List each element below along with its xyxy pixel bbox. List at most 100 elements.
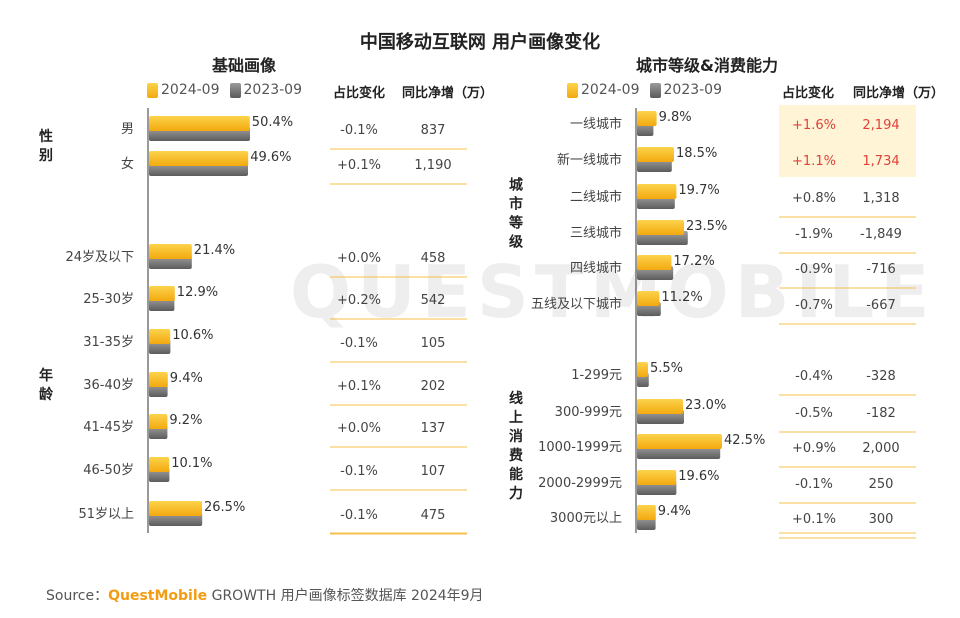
group-label-char: 上: [509, 410, 523, 426]
left-panel-title: 基础画像: [212, 56, 277, 75]
category-label: 1-299元: [571, 368, 622, 383]
share-change-cell: +0.2%: [337, 293, 381, 308]
legend-label-previous: 2023-09: [663, 82, 723, 98]
bar-current: [637, 184, 677, 199]
source-brand: QuestMobile: [108, 588, 208, 604]
bar-value-label: 5.5%: [650, 361, 683, 376]
bar-current: [149, 244, 192, 259]
category-label: 五线及以下城市: [531, 296, 622, 312]
net-growth-cell: -182: [866, 406, 896, 421]
net-growth-cell: 105: [421, 336, 446, 351]
net-growth-cell: -667: [866, 298, 896, 313]
bar-current: [149, 329, 171, 344]
category-label: 1000-1999元: [538, 440, 622, 455]
net-growth-cell: -328: [866, 369, 896, 384]
bar-current: [149, 457, 170, 472]
net-growth-cell: 300: [869, 512, 894, 527]
group-label-char: 力: [509, 485, 523, 502]
category-label: 2000-2999元: [538, 476, 622, 491]
net-growth-cell: 1,318: [862, 191, 899, 206]
net-growth-cell: 202: [421, 379, 446, 394]
bar-current: [637, 291, 660, 306]
bar-current: [637, 434, 722, 449]
right-header-net-growth: 同比净增（万）: [853, 86, 945, 101]
category-label: 36-40岁: [83, 378, 134, 393]
category-label: 51岁以上: [78, 507, 134, 522]
right-header-share-change: 占比变化: [782, 86, 835, 101]
share-change-cell: -0.7%: [795, 298, 833, 313]
bar-current: [149, 372, 168, 387]
bar-current: [637, 255, 672, 270]
bar-current: [149, 414, 168, 429]
group-label-char: 城: [509, 177, 523, 194]
group-label-char: 别: [38, 148, 53, 164]
category-label: 二线城市: [570, 189, 622, 205]
category-label: 女: [121, 156, 134, 172]
watermark: QUESTMOBILE: [290, 250, 936, 334]
bar-current: [637, 111, 657, 126]
right-panel-title: 城市等级&消费能力: [636, 56, 778, 75]
bar-value-label: 18.5%: [676, 146, 717, 161]
share-change-cell: -0.5%: [795, 406, 833, 421]
legend-label-current: 2024-09: [161, 82, 220, 98]
share-change-cell: +0.1%: [337, 379, 381, 394]
source-prefix: Source：: [46, 588, 109, 604]
share-change-cell: -0.1%: [340, 336, 378, 351]
group-label-char: 年: [39, 367, 53, 384]
category-label: 一线城市: [570, 116, 622, 132]
bar-value-label: 11.2%: [661, 290, 702, 305]
category-label: 25-30岁: [83, 292, 134, 307]
legend-swatch-previous: [229, 82, 241, 98]
legend-swatch-current: [147, 82, 158, 98]
bar-value-label: 9.4%: [170, 371, 203, 386]
category-label: 三线城市: [570, 225, 622, 241]
share-change-cell: +0.1%: [337, 158, 381, 173]
share-change-cell: -1.9%: [795, 227, 833, 242]
net-growth-cell: 1,190: [414, 158, 451, 173]
bar-value-label: 49.6%: [250, 150, 291, 165]
share-change-cell: +0.9%: [792, 441, 836, 456]
share-change-cell: +0.0%: [337, 251, 381, 266]
share-change-cell: +0.1%: [792, 512, 836, 527]
category-label: 46-50岁: [83, 463, 134, 478]
bar-current: [149, 286, 175, 301]
bar-value-label: 19.7%: [678, 183, 719, 198]
source-text: GROWTH 用户画像标签数据库 2024年9月: [207, 588, 484, 604]
bar-current: [149, 501, 202, 516]
group-label-char: 性: [39, 128, 53, 145]
bar-value-label: 17.2%: [673, 254, 714, 269]
legend-swatch-previous: [649, 82, 661, 98]
bar-value-label: 10.1%: [171, 456, 212, 471]
net-growth-cell: 458: [421, 251, 446, 266]
bar-value-label: 12.9%: [177, 285, 218, 300]
net-growth-cell: 250: [869, 477, 894, 492]
legend-label-previous: 2023-09: [243, 82, 303, 98]
group-label-char: 等: [509, 215, 523, 232]
bar-current: [637, 505, 656, 520]
left-header-share-change: 占比变化: [333, 86, 386, 101]
bar-value-label: 23.0%: [685, 398, 726, 413]
category-label: 31-35岁: [83, 335, 134, 350]
share-change-cell: +1.6%: [792, 118, 836, 133]
net-growth-cell: 107: [421, 464, 446, 479]
bar-current: [637, 470, 677, 485]
share-change-cell: -0.9%: [795, 262, 833, 277]
net-growth-cell: -716: [866, 262, 896, 277]
bar-value-label: 10.6%: [172, 328, 213, 343]
chart-title: 中国移动互联网 用户画像变化: [359, 32, 601, 53]
share-change-cell: -0.4%: [795, 369, 833, 384]
category-label: 41-45岁: [83, 420, 134, 435]
category-label: 男: [121, 122, 134, 137]
group-label-char: 能: [509, 466, 523, 483]
left-header-net-growth: 同比净增（万）: [402, 86, 494, 101]
net-growth-cell: 475: [421, 508, 446, 523]
bar-value-label: 50.4%: [252, 115, 293, 130]
bar-current: [637, 220, 684, 235]
bar-current: [637, 362, 648, 377]
group-label-char: 市: [509, 196, 523, 213]
share-change-cell: +0.8%: [792, 191, 836, 206]
category-label: 300-999元: [555, 405, 622, 420]
group-label-char: 级: [509, 234, 524, 251]
legend-label-current: 2024-09: [581, 82, 640, 98]
